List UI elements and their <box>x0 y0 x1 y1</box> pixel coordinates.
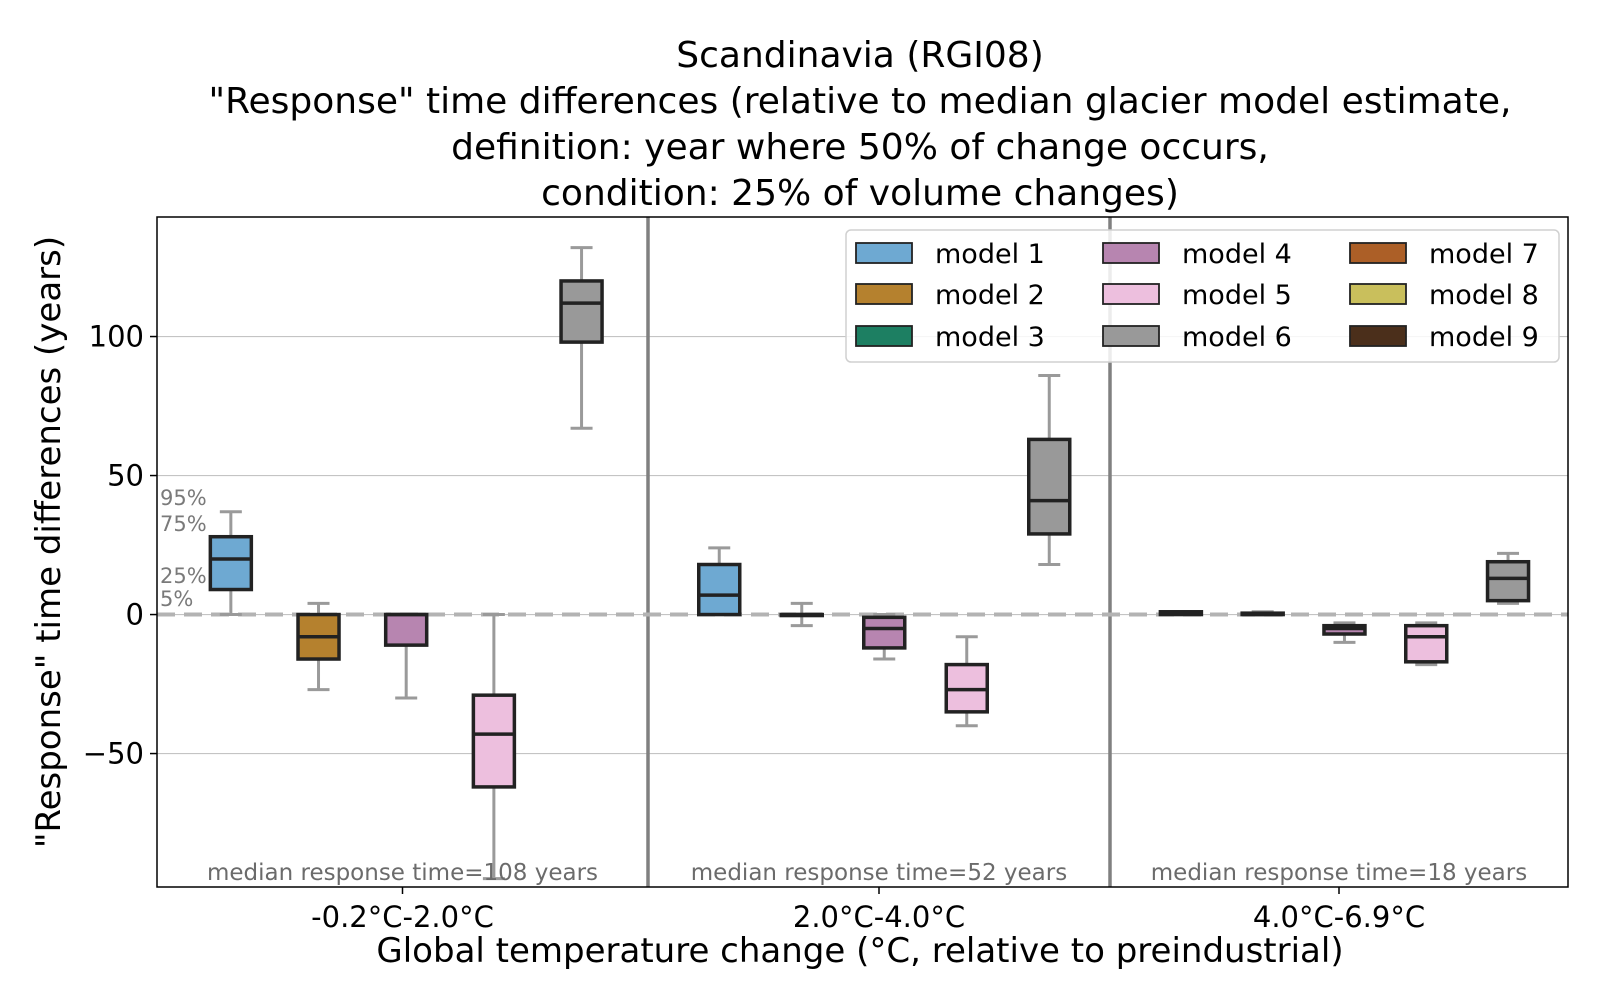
legend: model 1 model 2 model 3 model 4 model 5 model… <box>845 229 1560 363</box>
percentile-labels: 95%75% 25%5% <box>160 486 207 611</box>
legend-item: model 3 <box>855 322 1045 353</box>
legend-swatch <box>1102 242 1160 264</box>
percentile-label: 95% <box>160 486 207 510</box>
chart-title: Scandinavia (RGI08) "Response" time diff… <box>209 35 1512 214</box>
legend-item: model 4 <box>1102 239 1292 270</box>
y-tick-label: 100 <box>89 320 144 354</box>
box-model-2 <box>1240 610 1285 617</box>
box-model-6 <box>1485 551 1531 605</box>
box-model-1 <box>1158 610 1204 617</box>
legend-swatch <box>1349 242 1407 264</box>
legend-label: model 2 <box>935 280 1045 311</box>
box-model-1 <box>208 510 254 617</box>
legend-swatch <box>1349 325 1407 347</box>
box-iqr <box>471 693 517 789</box>
legend-item: model 7 <box>1349 239 1539 270</box>
legend-label: model 6 <box>1182 322 1292 353</box>
box-model-4 <box>862 613 907 661</box>
x-tick-label: -0.2°C-2.0°C <box>311 900 494 934</box>
box-iqr <box>208 534 254 592</box>
box-model-6 <box>1027 373 1072 567</box>
y-tick-label: 0 <box>126 598 144 632</box>
title-line-4: condition: 25% of volume changes) <box>541 173 1179 214</box>
percentile-label: 5% <box>160 587 193 611</box>
box-iqr <box>1027 437 1072 536</box>
box-iqr <box>1404 623 1449 664</box>
legend-item: model 1 <box>855 239 1045 270</box>
y-axis-ticks: −50 0 50 100 <box>83 320 157 771</box>
percentile-label: 25% <box>160 564 207 588</box>
box-model-6 <box>559 246 604 430</box>
legend-swatch <box>855 325 913 347</box>
box-iqr <box>559 279 604 344</box>
legend-label: model 5 <box>1182 280 1292 311</box>
x-axis-ticks: -0.2°C-2.0°C 2.0°C-4.0°C 4.0°C-6.9°C <box>311 887 1425 934</box>
legend-swatch <box>1349 283 1407 305</box>
legend-swatch <box>855 283 913 305</box>
plot-frame <box>156 216 1569 888</box>
title-line-1: Scandinavia (RGI08) <box>676 35 1044 76</box>
box-plots <box>208 246 1531 881</box>
legend-swatch <box>1102 325 1160 347</box>
x-tick-label: 4.0°C-6.9°C <box>1253 900 1425 934</box>
box-model-4 <box>383 612 429 700</box>
box-model-1 <box>697 546 742 617</box>
legend-item: model 8 <box>1349 280 1539 311</box>
legend-item: model 9 <box>1349 322 1539 353</box>
box-iqr <box>862 615 907 650</box>
title-line-2: "Response" time differences (relative to… <box>209 81 1512 122</box>
x-tick-label: 2.0°C-4.0°C <box>793 900 965 934</box>
box-model-4 <box>1322 621 1367 644</box>
y-axis-label: "Response" time differences (years) <box>29 236 69 848</box>
box-model-5 <box>1404 621 1449 667</box>
y-tick-label: 50 <box>107 459 144 493</box>
box-model-2 <box>296 601 341 692</box>
median-annotation: median response time=108 years <box>207 860 598 886</box>
legend-item: model 5 <box>1102 280 1292 311</box>
x-axis-label: Global temperature change (°C, relative … <box>376 931 1343 971</box>
box-model-2 <box>779 601 824 628</box>
legend-label: model 9 <box>1429 322 1539 353</box>
legend-label: model 1 <box>935 239 1045 270</box>
legend-item: model 6 <box>1102 322 1292 353</box>
box-model-5 <box>944 635 989 728</box>
box-iqr <box>1485 559 1531 603</box>
gridlines <box>157 335 1568 755</box>
legend-swatch <box>855 242 913 264</box>
legend-label: model 4 <box>1182 239 1292 270</box>
box-model-5 <box>471 613 517 881</box>
median-annotations: median response time=108 years median res… <box>207 860 1527 886</box>
legend-label: model 3 <box>935 322 1045 353</box>
y-tick-label: −50 <box>83 737 144 771</box>
legend-item: model 2 <box>855 280 1045 311</box>
box-iqr <box>383 612 429 647</box>
median-annotation: median response time=18 years <box>1151 860 1527 886</box>
legend-swatch <box>1102 283 1160 305</box>
legend-label: model 7 <box>1429 239 1539 270</box>
legend-label: model 8 <box>1429 280 1539 311</box>
title-line-3: definition: year where 50% of change occ… <box>451 127 1269 168</box>
percentile-label: 75% <box>160 512 207 536</box>
median-annotation: median response time=52 years <box>691 860 1067 886</box>
box-iqr <box>697 562 742 617</box>
